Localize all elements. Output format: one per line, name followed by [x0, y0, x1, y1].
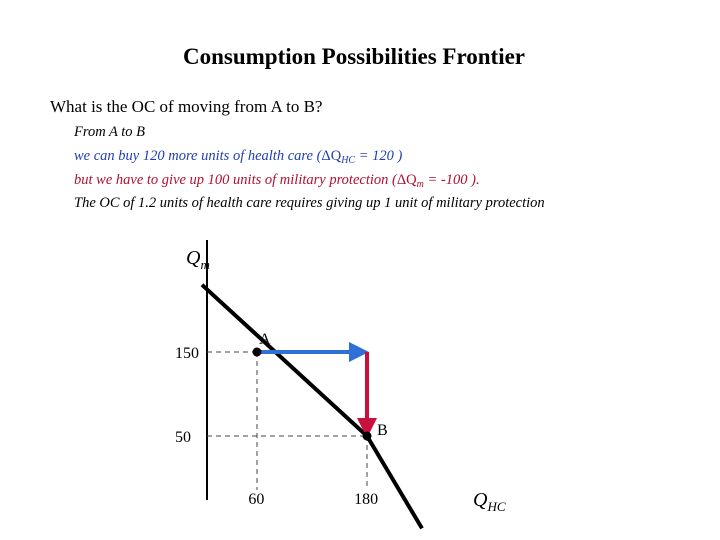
question-text: What is the OC of moving from A to B? [50, 97, 323, 116]
y-tick-label: 50 [175, 429, 191, 446]
line-3-value: = -100 ). [423, 172, 480, 188]
line-2-text: we can buy 120 more units of health care… [74, 148, 322, 164]
explanation-line-3: but we have to give up 100 units of mili… [74, 172, 480, 190]
explanation-line-1: From A to B [74, 124, 146, 140]
y-tick-label: 150 [175, 345, 199, 362]
y-axis-label-sub: m [200, 257, 209, 272]
point-a-marker [252, 347, 262, 357]
point-b-marker [362, 431, 372, 441]
page-title: Consumption Possibilities Frontier [182, 44, 526, 69]
y-axis-label: Qm [186, 247, 210, 272]
x-axis-label-sub: HC [486, 499, 505, 514]
delta-qm-symbol: ΔQ [396, 172, 417, 188]
frontier-line [200, 283, 424, 530]
x-tick-label: 180 [354, 491, 378, 508]
x-tick-label: 60 [248, 491, 264, 508]
explanation-line-4: The OC of 1.2 units of health care requi… [74, 195, 545, 211]
line-2-value: = 120 ) [355, 148, 403, 164]
delta-qhc-subscript: HC [341, 155, 356, 166]
point-b-label: B [377, 422, 388, 439]
delta-qhc-symbol: ΔQ [321, 148, 342, 164]
point-a-label: A [259, 331, 271, 348]
explanation-line-2: we can buy 120 more units of health care… [74, 148, 402, 166]
x-axis-label: QHC [473, 489, 506, 514]
delta-qm-subscript: m [416, 179, 424, 190]
line-3-text: but we have to give up 100 units of mili… [74, 172, 397, 188]
